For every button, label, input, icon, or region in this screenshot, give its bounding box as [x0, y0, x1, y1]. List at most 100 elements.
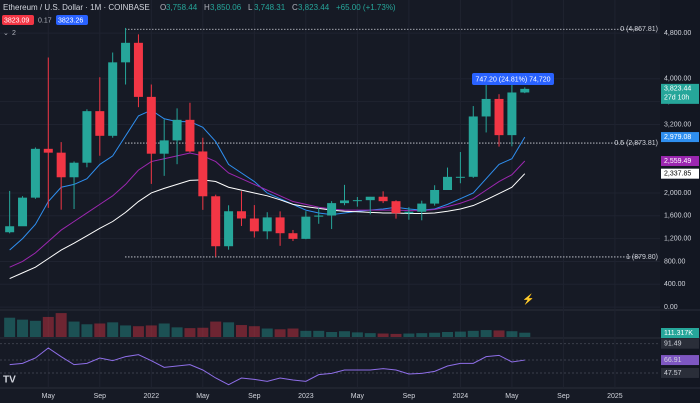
volume-bar: [377, 333, 389, 337]
candle-body: [314, 215, 324, 217]
volume-bar: [454, 331, 466, 337]
x-tick-label: May: [351, 393, 365, 400]
volume-label: 111.317K: [664, 330, 693, 337]
volume-bar: [274, 329, 286, 337]
x-tick-label: Sep: [557, 393, 570, 400]
ask-box: [56, 15, 88, 25]
volume-bar: [4, 317, 16, 337]
candle-body: [301, 216, 311, 239]
candle-body: [198, 151, 208, 197]
candle-body: [249, 218, 259, 232]
volume-bar: [261, 328, 273, 337]
y-tick-label: 4,800.00: [664, 30, 691, 37]
indicator-toggle: ⌄: [3, 30, 9, 37]
measure-box: [472, 73, 554, 85]
bid: 3823.09: [4, 17, 29, 24]
oscillator-label: 47.57: [664, 370, 682, 377]
ohlc-key: O: [160, 3, 166, 12]
x-tick-label: May: [505, 393, 519, 400]
volume-bar: [55, 313, 67, 337]
volume-bar: [68, 321, 80, 337]
volume-bar: [351, 332, 363, 337]
candle-body: [520, 88, 530, 93]
candle-body: [481, 98, 491, 117]
alert-icon[interactable]: ⚡: [522, 293, 534, 306]
candle-body: [365, 196, 375, 201]
price-box: [661, 83, 699, 104]
x-tick-label: Sep: [248, 393, 261, 400]
candle-body: [262, 217, 272, 232]
ohlc-value: 3,748.31: [254, 3, 286, 12]
volume-bar: [442, 331, 454, 337]
volume-bar: [493, 330, 505, 337]
countdown: 27d 10h: [664, 95, 689, 102]
volume-bar: [81, 324, 93, 337]
moving-average: [9, 173, 526, 280]
volume-box: [661, 328, 699, 338]
volume-bar: [403, 333, 415, 337]
volume-bar: [107, 322, 119, 337]
candle-body: [378, 196, 388, 202]
candle-body: [69, 162, 79, 178]
candle-body: [82, 111, 92, 163]
candle-body: [18, 197, 28, 227]
volume-bar: [364, 333, 376, 337]
logo: TV: [3, 375, 16, 386]
candle-body: [236, 211, 246, 219]
bid-box: [2, 15, 34, 25]
candle-body: [56, 152, 66, 178]
ohlc-key: C: [292, 3, 298, 12]
volume-bar: [416, 333, 428, 337]
moving-average: [9, 152, 526, 268]
price-label: 2,559.49: [664, 158, 691, 165]
change: +65.00 (+1.73%): [336, 3, 396, 12]
volume-bar: [145, 325, 157, 337]
candle-body: [95, 111, 105, 136]
candle-body: [5, 226, 15, 233]
price-box: [661, 156, 699, 167]
level-box: [661, 338, 699, 349]
ohlc-value: 3,758.44: [166, 3, 198, 12]
y-tick-label: 800.00: [664, 258, 686, 265]
moving-average: [9, 109, 526, 251]
candle-body: [185, 119, 195, 152]
y-tick-label: 1,600.00: [664, 213, 691, 220]
volume-bar: [519, 332, 531, 337]
oscillator-label: 91.49: [664, 341, 682, 348]
price-box: [661, 132, 699, 143]
candle-body: [468, 116, 478, 177]
candle-body: [327, 203, 337, 216]
y-tick-label: 4,000.00: [664, 76, 691, 83]
price-label: 3,823.44: [664, 86, 691, 93]
ohlc-key: L: [248, 3, 253, 12]
volume-bar: [29, 320, 41, 337]
candle-body: [443, 176, 453, 190]
y-tick-label: 3,200.00: [664, 121, 691, 128]
x-tick-label: Sep: [94, 393, 107, 400]
volume-bar: [42, 316, 54, 337]
ask: 3823.26: [58, 17, 83, 24]
candle-body: [275, 217, 285, 234]
volume-bar: [326, 331, 338, 337]
volume-bar: [235, 325, 247, 337]
candle-body: [224, 211, 234, 247]
symbol-title: Ethereum / U.S. Dollar · 1M · COINBASE: [3, 3, 150, 12]
candle-body: [404, 211, 414, 214]
volume-bar: [429, 332, 441, 337]
volume-bar: [197, 327, 209, 337]
candle-body: [507, 92, 517, 136]
volume-bar: [506, 331, 518, 337]
price-label: 2,337.85: [664, 171, 691, 178]
volume-bar: [158, 323, 170, 337]
volume-bar: [17, 319, 29, 337]
oscillator-line: [9, 347, 525, 386]
volume-bar: [210, 321, 222, 337]
y-tick-label: 2,000.00: [664, 190, 691, 197]
candle-body: [121, 42, 131, 63]
y-tick-label: 0.00: [664, 304, 678, 311]
candle-body: [417, 203, 427, 212]
indicator-count: 2: [12, 30, 16, 37]
candle-body: [430, 189, 440, 204]
volume-bar: [171, 327, 183, 337]
volume-bar: [184, 328, 196, 337]
